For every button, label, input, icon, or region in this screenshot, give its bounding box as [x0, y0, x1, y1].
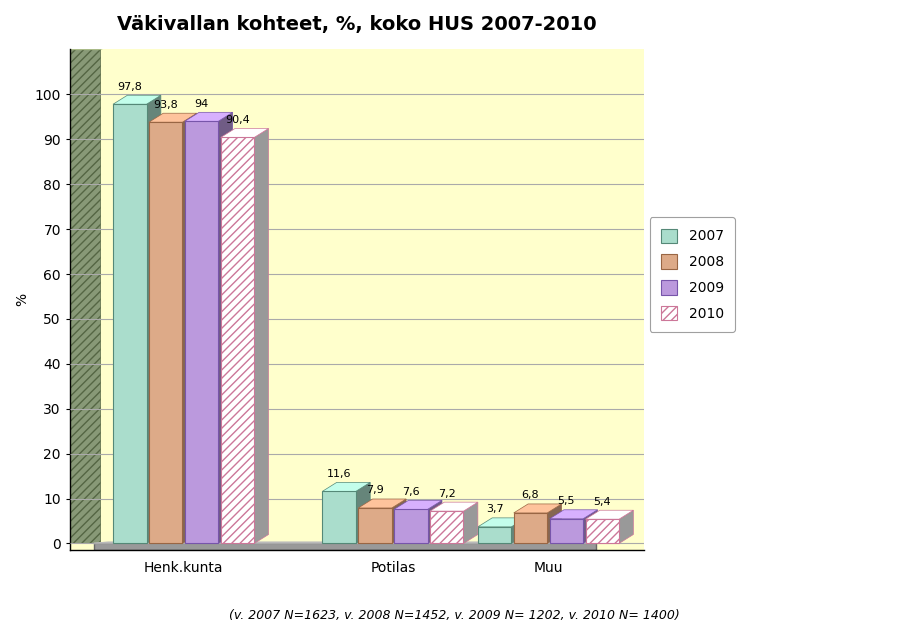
Text: 97,8: 97,8: [117, 82, 143, 92]
Polygon shape: [478, 518, 526, 527]
Polygon shape: [113, 95, 161, 104]
Polygon shape: [428, 501, 442, 543]
Text: 93,8: 93,8: [153, 100, 178, 110]
Bar: [322, 491, 356, 543]
Polygon shape: [70, 45, 112, 50]
Polygon shape: [359, 499, 406, 508]
Polygon shape: [391, 499, 406, 543]
Polygon shape: [356, 482, 370, 543]
Polygon shape: [322, 482, 370, 491]
Text: 7,2: 7,2: [438, 489, 456, 499]
Bar: [149, 122, 183, 543]
Y-axis label: %: %: [15, 293, 29, 306]
Polygon shape: [514, 504, 561, 513]
Title: Väkivallan kohteet, %, koko HUS 2007-2010: Väkivallan kohteet, %, koko HUS 2007-201…: [117, 15, 597, 34]
Polygon shape: [586, 510, 634, 519]
Bar: [359, 508, 391, 543]
Polygon shape: [221, 129, 269, 138]
Bar: [586, 519, 619, 543]
Polygon shape: [430, 502, 478, 511]
Polygon shape: [549, 510, 597, 519]
Text: (v. 2007 N=1623, v. 2008 N=1452, v. 2009 N= 1202, v. 2010 N= 1400): (v. 2007 N=1623, v. 2008 N=1452, v. 2009…: [229, 609, 679, 622]
Polygon shape: [218, 112, 232, 543]
Polygon shape: [254, 129, 269, 543]
Polygon shape: [511, 518, 526, 543]
Bar: [185, 121, 218, 543]
Text: 90,4: 90,4: [225, 115, 250, 125]
Polygon shape: [619, 510, 634, 543]
Polygon shape: [94, 542, 610, 543]
Polygon shape: [394, 501, 442, 509]
Polygon shape: [149, 113, 197, 122]
Bar: [430, 511, 463, 543]
Bar: [514, 513, 548, 543]
Bar: [478, 527, 511, 543]
Text: 94: 94: [194, 99, 209, 109]
Bar: [94, 543, 597, 550]
Bar: [113, 104, 146, 543]
Text: 7,9: 7,9: [366, 485, 384, 495]
Text: 7,6: 7,6: [402, 487, 419, 497]
Bar: [394, 509, 428, 543]
Polygon shape: [583, 510, 597, 543]
Polygon shape: [548, 504, 561, 543]
Text: 6,8: 6,8: [522, 490, 539, 501]
Bar: [70, 50, 100, 543]
Text: 3,7: 3,7: [486, 504, 503, 514]
Bar: [549, 519, 583, 543]
Polygon shape: [185, 112, 232, 121]
Text: 5,4: 5,4: [594, 497, 611, 507]
Polygon shape: [146, 95, 161, 543]
Text: 11,6: 11,6: [327, 468, 351, 479]
Legend: 2007, 2008, 2009, 2010: 2007, 2008, 2009, 2010: [649, 217, 735, 332]
Text: 5,5: 5,5: [558, 496, 575, 506]
Polygon shape: [183, 113, 197, 543]
Bar: [221, 138, 254, 543]
Polygon shape: [463, 502, 478, 543]
